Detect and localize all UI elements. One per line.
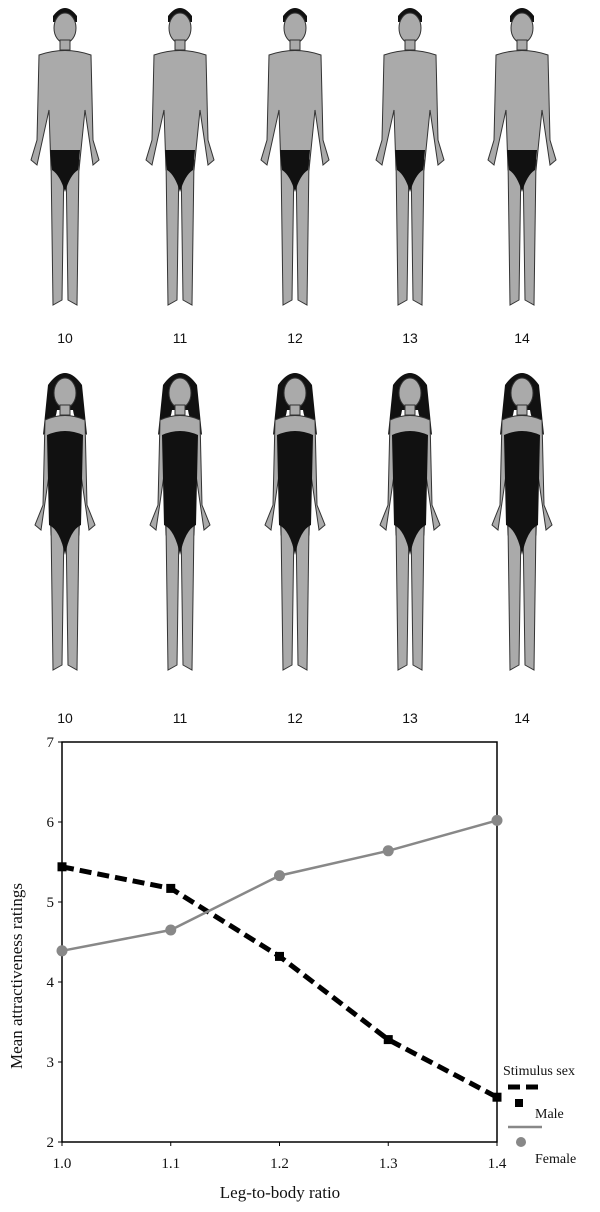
legend-female-marker — [516, 1137, 526, 1147]
legend-male-marker — [515, 1099, 523, 1107]
x-axis-label: Leg-to-body ratio — [220, 1183, 340, 1202]
male-figures-row: 10 11 12 13 14 — [0, 0, 600, 350]
y-tick-label: 5 — [47, 895, 55, 911]
male-figure: 11 — [125, 0, 235, 346]
female-figure: 11 — [125, 365, 235, 726]
legend: Stimulus sex Male Female — [503, 1064, 576, 1167]
male-figure: 14 — [467, 0, 577, 346]
x-tick-label: 1.1 — [161, 1156, 180, 1172]
figure-label: 12 — [287, 710, 303, 726]
plot-frame — [61, 741, 498, 1143]
male-figure: 12 — [240, 0, 350, 346]
x-tick-label: 1.4 — [488, 1156, 507, 1172]
female-data-point — [491, 814, 503, 826]
y-tick-label: 3 — [47, 1055, 55, 1071]
figure-label: 14 — [514, 710, 530, 726]
figure-label: 11 — [172, 710, 188, 726]
y-tick-label: 6 — [47, 815, 55, 831]
male-figure: 10 — [10, 0, 120, 346]
figure-label: 13 — [402, 330, 418, 346]
female-figure: 10 — [10, 365, 120, 726]
female-data-point — [274, 870, 285, 882]
figure-label: 11 — [172, 330, 188, 346]
chart-axes: 2 3 4 5 6 7 1.0 1.1 1.2 1.3 1.4 — [47, 735, 507, 1172]
male-series-line — [61, 864, 499, 1100]
figure-label: 12 — [287, 330, 303, 346]
y-tick-label: 4 — [47, 975, 55, 991]
y-tick-label: 7 — [47, 735, 55, 751]
x-tick-label: 1.0 — [53, 1156, 72, 1172]
male-data-point — [383, 1035, 393, 1045]
female-figure: 13 — [355, 365, 465, 726]
female-figure: 12 — [240, 365, 350, 726]
y-tick-label: 2 — [47, 1135, 55, 1151]
legend-male-label: Male — [535, 1107, 564, 1122]
figure-label: 13 — [402, 710, 418, 726]
x-tick-label: 1.2 — [270, 1156, 289, 1172]
male-figure: 13 — [355, 0, 465, 346]
male-data-point — [57, 862, 67, 872]
figure-label: 10 — [57, 330, 73, 346]
male-data-point — [166, 883, 176, 893]
line-chart: 2 3 4 5 6 7 1.0 1.1 1.2 1.3 1.4 Mean attractivenes… — [7, 735, 576, 1202]
female-series-line — [61, 819, 498, 953]
y-axis-label: Mean attractiveness ratings — [7, 883, 26, 1069]
female-data-point — [382, 845, 394, 857]
x-tick-label: 1.3 — [379, 1156, 398, 1172]
female-data-point — [165, 924, 177, 936]
female-figures-row: 10 11 12 13 14 — [0, 365, 600, 730]
male-data-point — [492, 1092, 502, 1102]
figure-label: 14 — [514, 330, 530, 346]
female-data-point — [56, 945, 68, 957]
legend-female-label: Female — [535, 1152, 576, 1167]
female-figure: 14 — [467, 365, 577, 726]
figure-label: 10 — [57, 710, 73, 726]
male-data-point — [275, 951, 284, 961]
legend-title: Stimulus sex — [503, 1064, 575, 1079]
